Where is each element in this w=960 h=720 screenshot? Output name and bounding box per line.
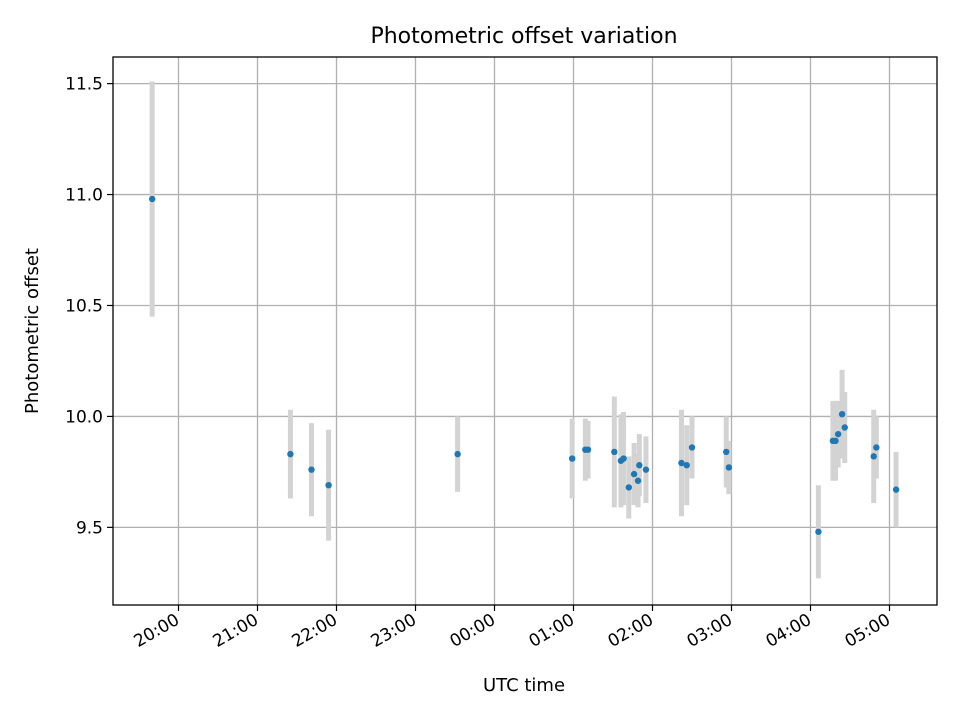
data-point (148, 195, 156, 203)
data-points (148, 195, 900, 535)
data-point (636, 462, 643, 469)
data-point (870, 453, 877, 460)
y-tick-label: 10.5 (65, 296, 103, 316)
data-point (892, 486, 900, 493)
y-axis-label: Photometric offset (22, 248, 43, 414)
data-point (625, 484, 632, 491)
data-point (832, 437, 839, 445)
data-point (725, 464, 733, 471)
data-point (308, 466, 315, 473)
y-tick-label: 9.5 (76, 518, 103, 538)
data-point (678, 459, 685, 467)
data-point (723, 448, 730, 456)
data-point (611, 448, 618, 456)
data-point (620, 455, 627, 462)
data-point (841, 424, 848, 431)
chart-title: Photometric offset variation (370, 24, 677, 49)
data-point (454, 450, 461, 458)
y-tick-label: 11.0 (65, 186, 103, 206)
data-point (688, 444, 696, 451)
data-point (815, 528, 822, 535)
y-tick-label: 11.5 (65, 75, 103, 95)
data-point (634, 477, 642, 484)
data-point (642, 466, 650, 473)
y-axis-ticks: 9.5 10.0 10.5 11.0 11.5 (65, 75, 113, 538)
x-axis-label: UTC time (483, 675, 565, 696)
data-point (834, 430, 842, 438)
data-point (584, 446, 592, 453)
grid (113, 57, 937, 605)
data-point (838, 410, 846, 418)
data-point (873, 444, 880, 451)
data-point (287, 450, 294, 458)
data-point (630, 470, 638, 478)
data-point (683, 462, 690, 469)
plot-frame (112, 56, 938, 606)
data-point (568, 455, 576, 462)
data-point (325, 481, 332, 489)
y-tick-label: 10.0 (65, 407, 103, 427)
